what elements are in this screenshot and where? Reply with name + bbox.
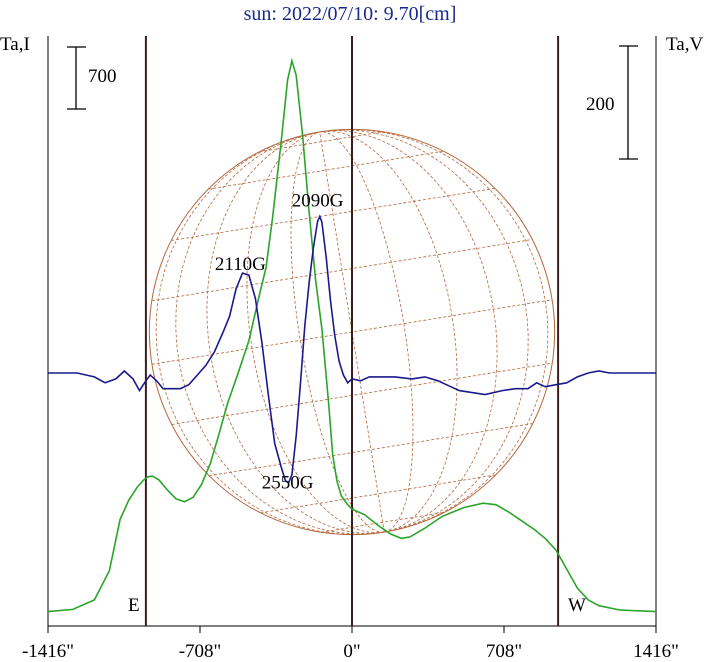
right-scale-bar: 200	[586, 45, 638, 160]
chart-title: sun: 2022/07/10: 9.70[cm]	[244, 3, 457, 25]
x-tick-label: -1416"	[22, 641, 74, 662]
disk-parallel	[171, 187, 495, 241]
disk-parallel	[259, 131, 384, 153]
left-scale-bar-label: 700	[88, 66, 117, 87]
x-tick-label: 708"	[486, 641, 522, 662]
series-polarization-line	[48, 214, 656, 484]
right-scale-bar-label: 200	[586, 94, 615, 115]
x-tick-label: -708"	[179, 641, 222, 662]
disk-meridian	[319, 129, 549, 533]
west-limb-label: W	[568, 595, 586, 616]
disk-meridian	[290, 131, 385, 533]
disk-parallel	[320, 511, 445, 533]
east-limb-label: E	[128, 595, 140, 616]
field-strength-label: 2090G	[292, 191, 344, 212]
field-strength-label: 2110G	[215, 254, 266, 275]
disk-meridian	[319, 130, 498, 533]
disk-parallel	[260, 474, 496, 514]
disk-parallel	[209, 423, 533, 477]
left-axis-label: Ta,I	[0, 34, 30, 55]
disk-meridian	[319, 131, 414, 533]
right-axis-label: Ta,V	[666, 34, 703, 55]
x-axis: -1416" -708" 0" 708" 1416"	[22, 626, 679, 662]
disk-meridian	[319, 129, 529, 533]
left-scale-bar: 700	[67, 46, 117, 110]
disk-meridian	[319, 130, 458, 533]
series-intensity-line	[47, 57, 657, 613]
field-strength-label: 2550G	[262, 473, 314, 494]
disk-parallel	[208, 150, 444, 190]
disk-parallel	[171, 362, 553, 425]
annotations: 2110G 2090G 2550G	[215, 191, 344, 494]
disk-parallel	[151, 239, 533, 302]
limb-lines	[144, 36, 560, 626]
x-tick-label: 1416"	[633, 641, 679, 662]
x-tick-label: 0"	[343, 641, 360, 662]
